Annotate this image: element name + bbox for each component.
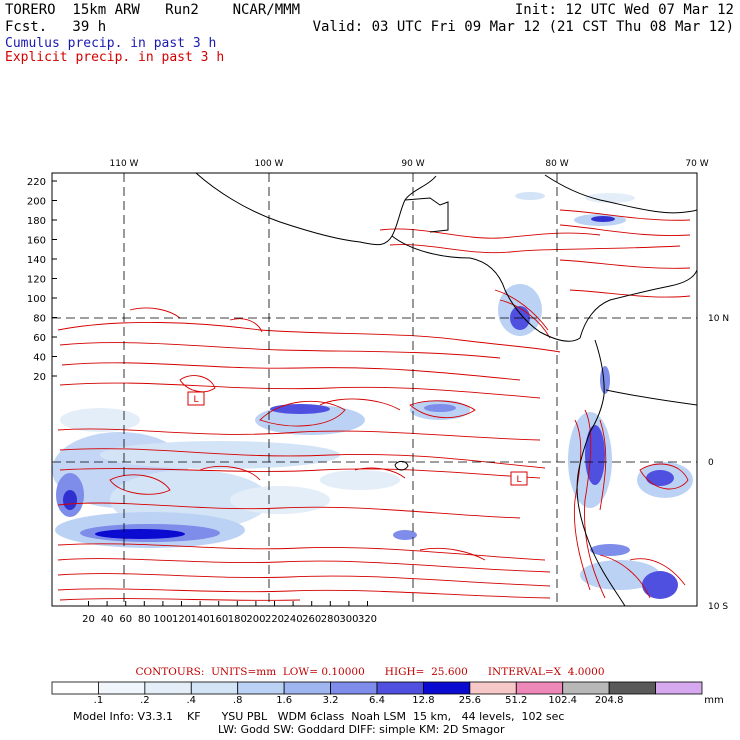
y-tick-label: 60 [33, 333, 46, 344]
model-info-line2: LW: Godd SW: Goddard DIFF: simple KM: 2D… [218, 723, 505, 736]
y-tick-label: 140 [27, 255, 46, 266]
colorbar-label: 25.6 [458, 695, 481, 706]
lat-label: 10 N [708, 314, 729, 324]
cumulus-legend: Cumulus precip. in past 3 h [5, 36, 217, 51]
x-tick-label: 280 [321, 614, 340, 625]
init-time: Init: 12 UTC Wed 07 Mar 12 [514, 2, 734, 18]
colorbar-swatch [562, 681, 610, 695]
x-tick-label: 100 [153, 614, 172, 625]
colorbar-swatch [98, 681, 146, 695]
low-marker: L [187, 391, 205, 406]
low-marker: L [510, 471, 528, 486]
explicit-legend: Explicit precip. in past 3 h [5, 50, 225, 65]
lon-label: 90 W [401, 159, 424, 169]
colorbar-swatch [144, 681, 192, 695]
colorbar-label: .8 [232, 695, 243, 706]
valid-time: Valid: 03 UTC Fri 09 Mar 12 (21 CST Thu … [312, 19, 734, 35]
x-tick-label: 80 [138, 614, 151, 625]
x-tick-label: 140 [191, 614, 210, 625]
model-info-line1: Model Info: V3.3.1 KF YSU PBL WDM 6class… [73, 710, 565, 723]
y-tick-label: 80 [33, 314, 46, 325]
colorbar-swatch [283, 681, 331, 695]
colorbar-label: 12.8 [412, 695, 435, 706]
x-tick-label: 60 [119, 614, 132, 625]
low-marker-label: L [516, 475, 521, 485]
colorbar-label: 204.8 [594, 695, 624, 706]
low-marker-label: L [193, 395, 198, 405]
y-tick-label: 180 [27, 216, 46, 227]
x-tick-label: 320 [358, 614, 377, 625]
contour-info: CONTOURS: UNITS=mm LOW= 0.10000 HIGH= 25… [135, 666, 605, 678]
lat-label: 0 [708, 458, 714, 468]
x-tick-label: 260 [302, 614, 321, 625]
colorbar-label: .4 [186, 695, 197, 706]
colorbar-swatch [330, 681, 378, 695]
colorbar-swatch [237, 681, 285, 695]
x-tick-label: 220 [265, 614, 284, 625]
colorbar-label: 6.4 [369, 695, 385, 706]
x-tick-label: 20 [82, 614, 95, 625]
lat-label: 10 S [708, 602, 728, 612]
colorbar-swatch [423, 681, 471, 695]
colorbar-swatch [608, 681, 656, 695]
lon-label: 70 W [685, 159, 708, 169]
x-tick-label: 40 [101, 614, 114, 625]
y-tick-label: 100 [27, 294, 46, 305]
lon-label: 110 W [110, 159, 139, 169]
forecast-hour: Fcst. 39 h [5, 19, 107, 35]
colorbar [51, 681, 703, 695]
colorbar-label: 102.4 [548, 695, 578, 706]
explicit-precip-contours [57, 209, 691, 601]
colorbar-swatch [655, 681, 703, 695]
x-tick-label: 180 [228, 614, 247, 625]
colorbar-label: 1.6 [276, 695, 293, 706]
lon-label: 80 W [545, 159, 568, 169]
colorbar-swatch [469, 681, 517, 695]
coastline [195, 173, 697, 606]
cumulus-precip-shading [52, 192, 693, 599]
y-tick-label: 200 [27, 197, 46, 208]
lon-label: 100 W [255, 159, 284, 169]
model-title: TORERO 15km ARW Run2 NCAR/MMM [5, 2, 301, 18]
y-tick-label: 40 [33, 353, 46, 364]
colorbar-label: .2 [140, 695, 150, 706]
colorbar-swatch [51, 681, 99, 695]
colorbar-swatch [190, 681, 239, 695]
y-tick-label: 20 [33, 372, 46, 383]
colorbar-label: .1 [93, 695, 104, 706]
colorbar-unit: mm [704, 695, 724, 706]
y-tick-label: 160 [27, 236, 46, 247]
x-tick-label: 120 [172, 614, 191, 625]
y-tick-label: 220 [27, 177, 46, 188]
plot-frame [51, 172, 698, 607]
x-tick-label: 300 [339, 614, 358, 625]
latlon-grid [52, 173, 697, 606]
colorbar-label: 51.2 [505, 695, 528, 706]
y-tick-label: 120 [27, 275, 46, 286]
x-tick-label: 160 [209, 614, 228, 625]
colorbar-swatch [376, 681, 424, 695]
colorbar-label: 3.2 [322, 695, 339, 706]
colorbar-swatch [515, 681, 564, 695]
x-tick-label: 200 [246, 614, 265, 625]
x-tick-label: 240 [284, 614, 303, 625]
